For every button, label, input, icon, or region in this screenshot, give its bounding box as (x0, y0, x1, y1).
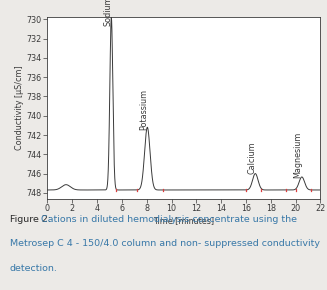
Text: Potassium: Potassium (139, 89, 148, 130)
Text: detection.: detection. (10, 264, 58, 273)
Text: Calcium: Calcium (247, 142, 256, 174)
X-axis label: Time [minutes]: Time [minutes] (153, 216, 215, 225)
Text: Magnesium: Magnesium (294, 131, 302, 177)
Text: Cations in diluted hemodialysis concentrate using the: Cations in diluted hemodialysis concentr… (38, 215, 297, 224)
Text: Metrosep C 4 - 150/4.0 column and non- suppressed conductivity: Metrosep C 4 - 150/4.0 column and non- s… (10, 239, 320, 248)
Text: Sodium: Sodium (103, 0, 112, 26)
Y-axis label: Conductivity [µS/cm]: Conductivity [µS/cm] (15, 66, 24, 151)
Text: Figure 2:: Figure 2: (10, 215, 51, 224)
